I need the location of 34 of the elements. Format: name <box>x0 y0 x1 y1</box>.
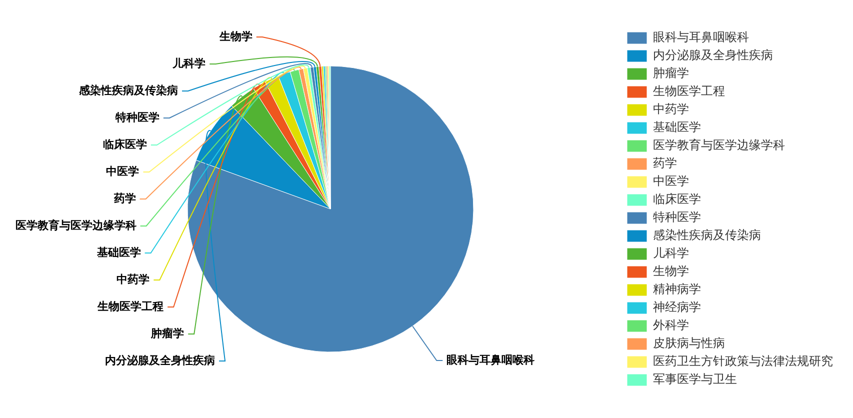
slice-label: 肿瘤学 <box>150 326 184 340</box>
slice-label: 基础医学 <box>96 246 141 259</box>
slice-label: 中医学 <box>106 164 140 178</box>
legend-label: 军事医学与卫生 <box>653 372 737 386</box>
slice-label: 生物医学工程 <box>96 300 164 313</box>
legend-label: 基础医学 <box>653 120 701 134</box>
legend-label: 生物医学工程 <box>653 84 725 98</box>
legend-label: 中医学 <box>653 174 689 188</box>
slice-label: 临床医学 <box>102 138 147 151</box>
slice-label: 感染性疾病及传染病 <box>78 84 178 97</box>
slice-label: 眼科与耳鼻咽喉科 <box>446 353 535 366</box>
legend-label: 眼科与耳鼻咽喉科 <box>653 30 749 44</box>
slice-label: 生物学 <box>218 30 252 43</box>
legend-label: 内分泌腺及全身性疾病 <box>653 48 773 62</box>
legend-label: 精神病学 <box>653 282 701 296</box>
slice-label: 内分泌腺及全身性疾病 <box>105 354 216 367</box>
legend-label: 临床医学 <box>653 192 701 206</box>
legend-label: 神经病学 <box>653 300 701 314</box>
legend-label: 感染性疾病及传染病 <box>653 228 761 242</box>
slice-label: 儿科学 <box>172 56 206 70</box>
legend-label: 药学 <box>653 156 677 170</box>
legend-label: 医药卫生方针政策与法律法规研究 <box>653 354 833 368</box>
slice-label: 特种医学 <box>114 110 160 124</box>
legend-label: 中药学 <box>653 102 689 116</box>
legend-label: 医学教育与医学边缘学科 <box>653 138 785 152</box>
legend-label: 皮肤病与性病 <box>653 336 725 350</box>
legend-label: 生物学 <box>653 264 689 278</box>
slice-label: 医学教育与医学边缘学科 <box>15 218 136 232</box>
slice-label: 中药学 <box>116 272 150 286</box>
legend-label: 外科学 <box>653 318 689 332</box>
legend-label: 儿科学 <box>653 246 689 260</box>
legend-label: 肿瘤学 <box>653 66 689 80</box>
slice-label: 药学 <box>112 192 136 205</box>
legend-label: 特种医学 <box>653 210 701 224</box>
